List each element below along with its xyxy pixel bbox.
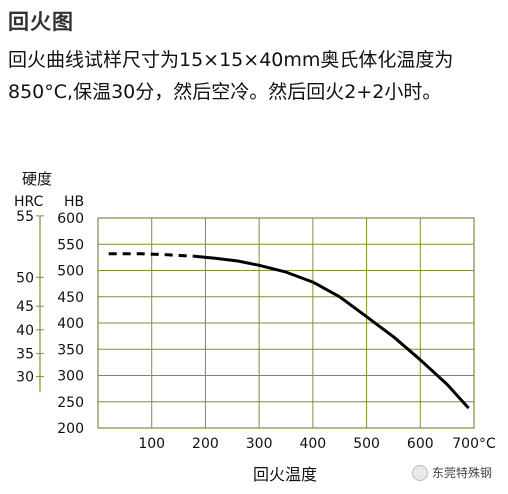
hrc-tick-label: 45 <box>16 299 34 315</box>
hb-tick-label: 550 <box>57 237 84 253</box>
x-tick-label: 600 <box>407 436 434 452</box>
watermark-text: 东莞特殊钢 <box>432 466 493 480</box>
hrc-tick-label: 55 <box>16 209 34 225</box>
hb-tick-label: 300 <box>57 369 84 385</box>
hb-tick-label: 350 <box>57 342 84 358</box>
wechat-icon <box>412 464 428 481</box>
x-axis-title: 回火温度 <box>253 465 317 484</box>
y-axis-hrc-label: HRC <box>14 194 44 210</box>
hrc-tick-label: 30 <box>16 370 34 386</box>
hardness-curve-dashed <box>108 252 195 258</box>
hardness-curve-solid <box>194 254 470 410</box>
hrc-tick-label: 35 <box>16 346 34 362</box>
x-tick-label: 400 <box>299 436 326 452</box>
description-text: 回火曲线试样尺寸为15×15×40mm奥氏体化温度为850°C,保温30分，然后… <box>8 49 454 103</box>
tempering-chart: 硬度 HRC HB 回火温度 200 250 300 350 400 450 500 550 6… <box>14 170 496 484</box>
hb-tick-label: 250 <box>57 395 84 411</box>
hrc-tick-label: 40 <box>16 323 34 339</box>
section-title: 回火图 <box>8 10 74 34</box>
hb-tick-label: 200 <box>57 421 84 437</box>
x-tick-label: 700°C <box>452 436 496 452</box>
hb-tick-label: 400 <box>57 316 84 332</box>
hb-tick-label: 450 <box>57 290 84 306</box>
hb-tick-label: 500 <box>57 264 84 280</box>
hrc-tick-label: 50 <box>16 270 34 286</box>
x-tick-label: 500 <box>353 436 380 452</box>
x-tick-label: 300 <box>246 436 273 452</box>
hb-tick-label: 600 <box>57 211 84 227</box>
x-tick-label: 100 <box>138 436 165 452</box>
y-axis-hb-label: HB <box>64 194 84 210</box>
watermark: 东莞特殊钢 <box>412 464 492 481</box>
y-axis-title: 硬度 <box>22 170 52 188</box>
x-tick-label: 200 <box>192 436 219 452</box>
